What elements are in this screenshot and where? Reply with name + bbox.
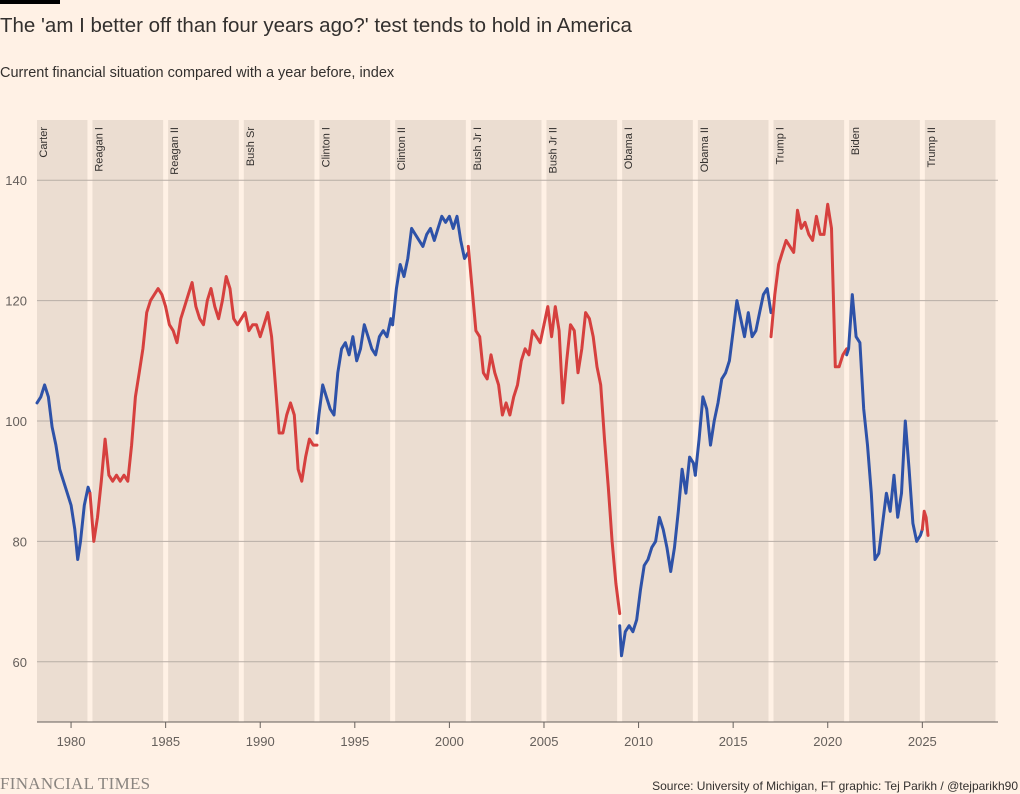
source-note: Source: University of Michigan, FT graph…	[652, 779, 1018, 793]
series-line-biden	[845, 293, 924, 561]
y-tick-label-80: 80	[13, 534, 27, 549]
y-tick-label-100: 100	[5, 414, 27, 429]
x-tick-label-1995: 1995	[340, 734, 369, 749]
series-line-clinton-i	[315, 317, 395, 435]
x-tick-label-2005: 2005	[530, 734, 559, 749]
term-label-obama-ii: Obama II	[699, 127, 711, 172]
x-tick-label-1980: 1980	[57, 734, 86, 749]
term-label-reagan-i: Reagan I	[93, 127, 105, 172]
term-label-obama-i: Obama I	[623, 127, 635, 169]
y-tick-label-140: 140	[5, 173, 27, 188]
term-label-trump-i: Trump I	[774, 127, 786, 165]
series-line-reagan-ii	[164, 275, 243, 345]
data-series	[35, 202, 930, 658]
term-label-trump-ii: Trump II	[926, 127, 938, 168]
y-tick-label-120: 120	[5, 294, 27, 309]
term-label-bush-sr: Bush Sr	[245, 127, 257, 166]
series-line-bush-jr-ii	[542, 305, 622, 616]
axes: 60 80 100 120 140 1980 1985 1990 1995 2000 2005 201…	[5, 173, 998, 749]
term-label-reagan-ii: Reagan II	[169, 127, 181, 175]
series-line-obama-i	[618, 455, 697, 658]
chart-title: The 'am I better off than four years ago…	[0, 14, 632, 37]
x-tick-label-2020: 2020	[813, 734, 842, 749]
y-gridlines	[37, 179, 998, 663]
x-tick-label-2015: 2015	[719, 734, 748, 749]
term-label-clinton-ii: Clinton II	[396, 127, 408, 170]
series-line-bush-jr-i	[466, 244, 546, 417]
top-accent-bar	[0, 0, 60, 4]
term-label-bush-jr-i: Bush Jr I	[472, 127, 484, 170]
term-label-biden: Biden	[850, 127, 862, 155]
series-line-bush-sr	[239, 311, 319, 483]
series-line-carter	[35, 383, 92, 561]
term-label-carter: Carter	[38, 127, 50, 158]
series-line-trump-i	[769, 202, 849, 369]
x-tick-label-1990: 1990	[246, 734, 275, 749]
series-line-obama-ii	[693, 287, 773, 477]
x-tick-label-1985: 1985	[151, 734, 180, 749]
ft-brand-logo: FINANCIAL TIMES	[0, 774, 151, 793]
chart-subtitle: Current financial situation compared wit…	[0, 65, 395, 81]
series-line-trump-ii	[920, 509, 930, 537]
x-tick-label-2025: 2025	[908, 734, 937, 749]
term-label-bush-jr-ii: Bush Jr II	[547, 127, 559, 173]
y-tick-label-60: 60	[13, 655, 27, 670]
series-line-clinton-ii	[391, 214, 470, 327]
term-label-clinton-i: Clinton I	[320, 127, 332, 167]
x-tick-label-2000: 2000	[435, 734, 464, 749]
x-tick-label-2010: 2010	[624, 734, 653, 749]
series-line-reagan-i	[88, 287, 168, 543]
